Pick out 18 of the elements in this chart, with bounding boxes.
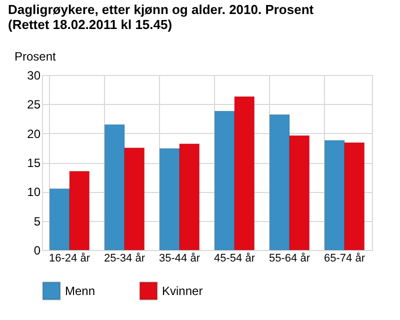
text: (Rettet 18.02.2011 kl 15.45) [8,17,172,32]
y-tick-label: 20 [27,126,41,141]
x-tick-label: 35-44 år [159,252,200,264]
x-tick-label: 25-34 år [104,252,146,264]
x-tick-label: 55-64 år [269,252,310,264]
y-tick-label: 5 [34,214,41,228]
x-tick-label: 65-74 år [324,252,366,264]
x-tick-label: 16-24 år [49,252,90,264]
y-tick-label: 10 [27,185,41,200]
x-tick-label: 45-54 år [214,252,256,264]
y-tick-label: 0 [34,244,41,258]
text: Dagligrøykere, etter kjønn og alder. 2010. Prosent [8,2,314,17]
legend-label: Menn [65,284,96,298]
legend-label: Kvinner [162,284,203,298]
y-tick-label: 15 [27,156,41,170]
y-axis-title: Prosent [14,50,57,64]
y-tick-label: 30 [27,68,41,82]
y-tick-label: 25 [27,98,41,112]
